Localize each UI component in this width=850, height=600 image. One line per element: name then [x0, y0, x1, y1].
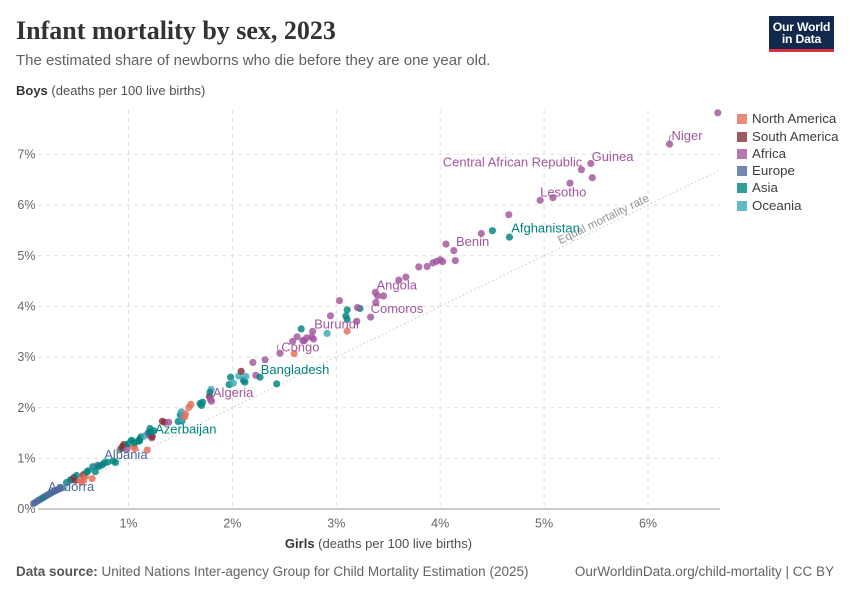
svg-text:Azerbaijan: Azerbaijan [155, 422, 216, 437]
svg-text:Niger: Niger [672, 128, 704, 143]
svg-text:Bangladesh: Bangladesh [261, 362, 330, 377]
svg-text:6%: 6% [639, 517, 657, 531]
svg-text:6%: 6% [17, 198, 35, 212]
svg-text:Equal mortality rate: Equal mortality rate [556, 192, 651, 247]
svg-text:Comoros: Comoros [371, 301, 424, 316]
svg-text:3%: 3% [17, 350, 35, 364]
svg-text:Burundi: Burundi [314, 317, 359, 332]
svg-text:1%: 1% [119, 517, 137, 531]
svg-text:Lesotho: Lesotho [540, 185, 586, 200]
svg-text:Afghanistan: Afghanistan [511, 221, 580, 236]
svg-text:Andorra: Andorra [48, 479, 95, 494]
svg-text:1%: 1% [17, 452, 35, 466]
svg-text:Angola: Angola [377, 278, 418, 293]
svg-text:Guinea: Guinea [592, 149, 635, 164]
svg-text:2%: 2% [223, 517, 241, 531]
svg-text:2%: 2% [17, 401, 35, 415]
svg-text:7%: 7% [17, 148, 35, 162]
svg-text:Albania: Albania [104, 447, 148, 462]
svg-text:5%: 5% [17, 249, 35, 263]
svg-text:3%: 3% [327, 517, 345, 531]
svg-text:4%: 4% [17, 300, 35, 314]
svg-text:4%: 4% [431, 517, 449, 531]
svg-text:Central African Republic: Central African Republic [443, 155, 583, 170]
svg-text:Congo: Congo [281, 340, 319, 355]
svg-text:5%: 5% [535, 517, 553, 531]
svg-text:Benin: Benin [456, 234, 489, 249]
svg-text:Algeria: Algeria [213, 385, 254, 400]
